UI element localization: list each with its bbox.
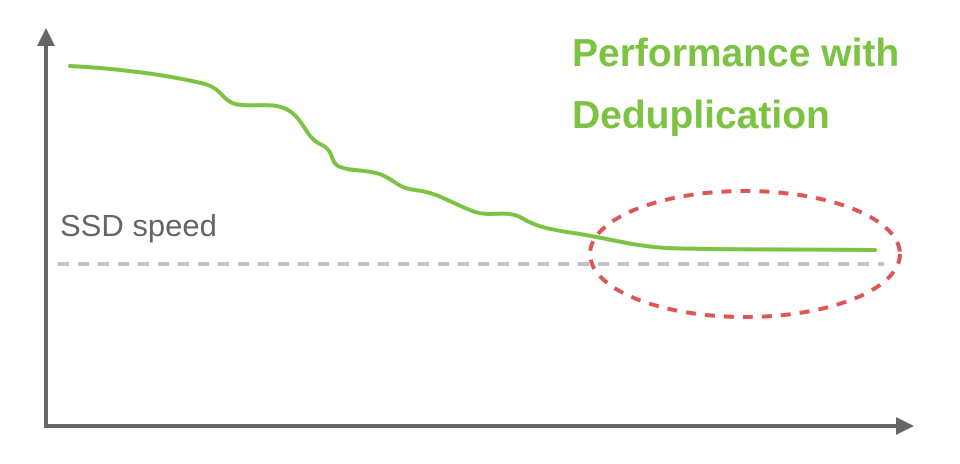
title-line-2: Deduplication <box>572 94 830 137</box>
arrow-up-icon <box>37 28 55 46</box>
highlight-ellipse <box>588 189 902 319</box>
title-line-1: Performance with <box>572 32 899 75</box>
arrow-right-icon <box>896 417 914 435</box>
performance-curve <box>68 64 877 252</box>
ssd-speed-label: SSD speed <box>60 208 217 243</box>
